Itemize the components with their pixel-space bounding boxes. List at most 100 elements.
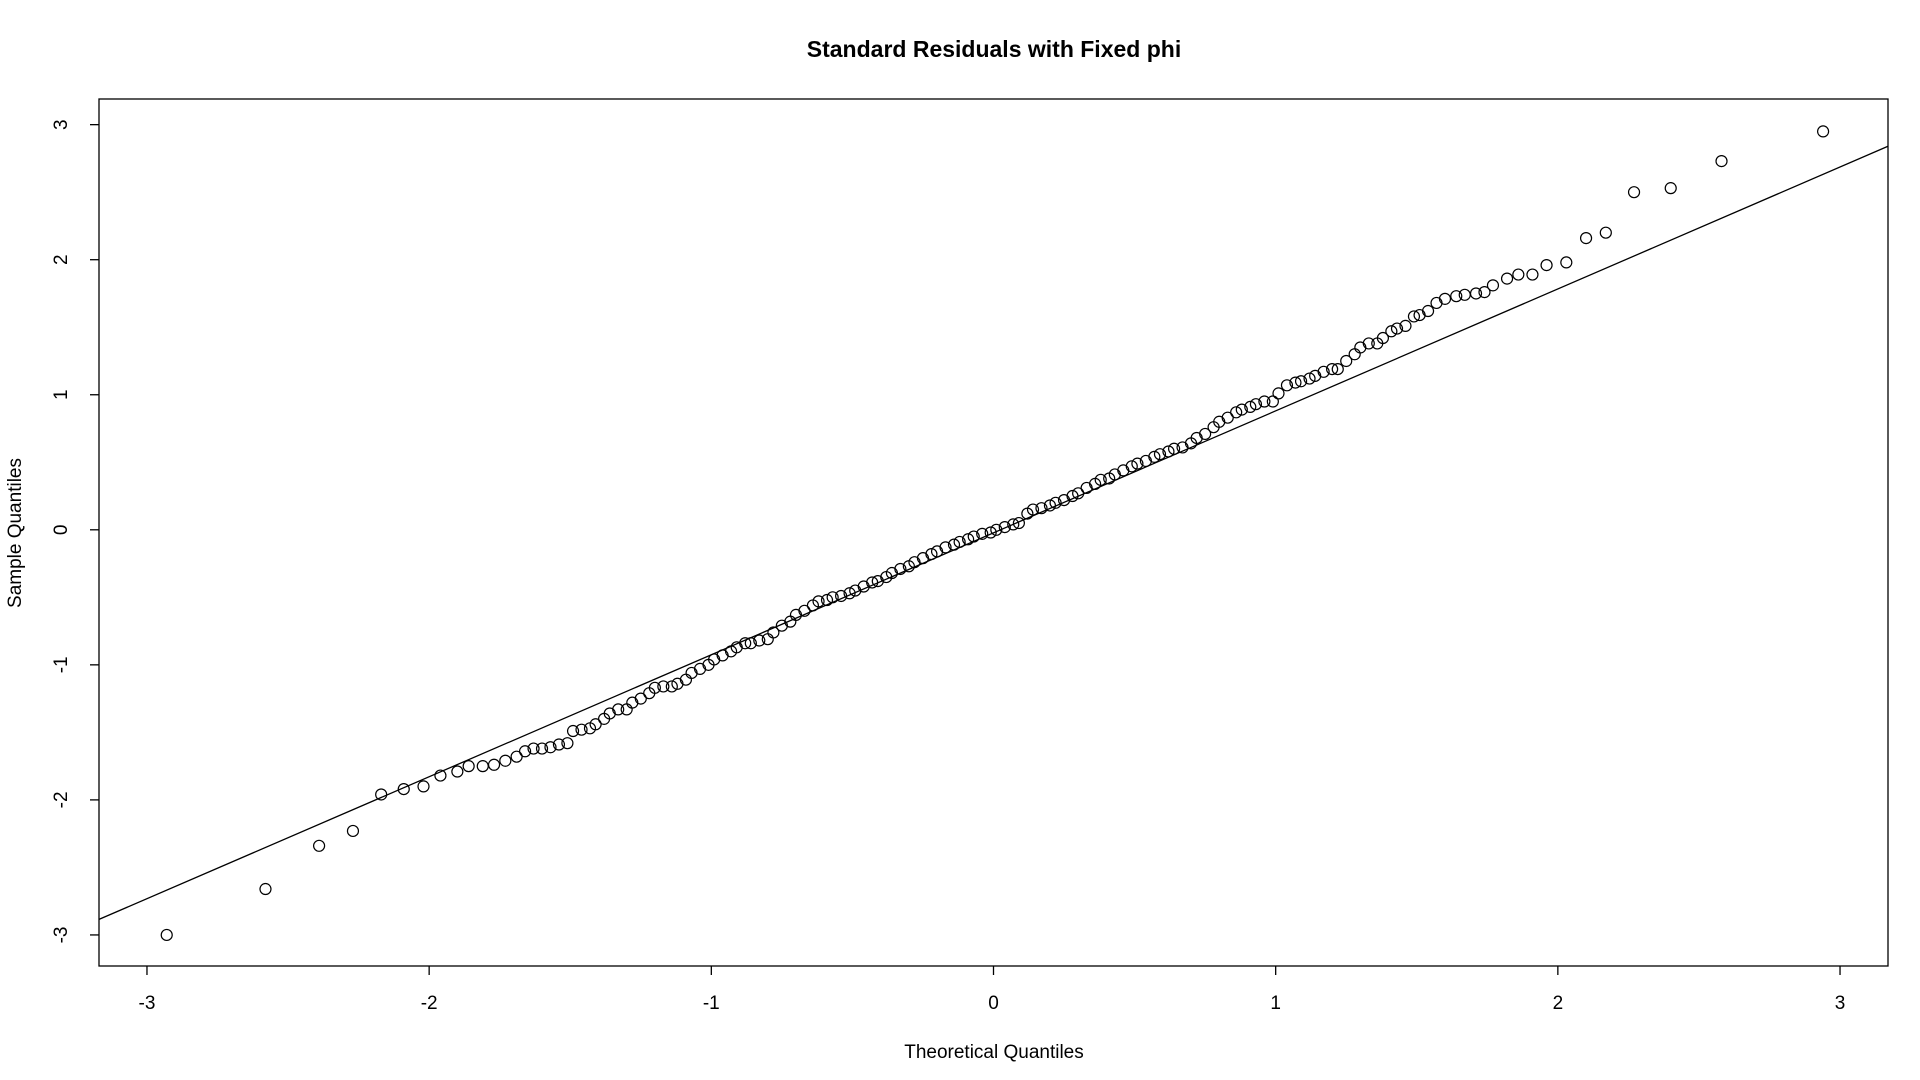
point xyxy=(620,703,633,716)
point xyxy=(953,535,966,549)
point xyxy=(1348,348,1361,361)
y-tick-label: 1 xyxy=(51,389,72,400)
point xyxy=(1043,499,1057,512)
point xyxy=(967,530,980,543)
point xyxy=(1080,481,1093,495)
point xyxy=(487,758,501,771)
point xyxy=(1500,272,1514,285)
point xyxy=(1399,319,1412,332)
x-tick-label: -2 xyxy=(421,993,438,1014)
point xyxy=(939,541,952,554)
point xyxy=(716,649,729,662)
point xyxy=(535,742,549,755)
point xyxy=(1162,445,1175,458)
point xyxy=(835,589,848,603)
point xyxy=(1221,411,1234,424)
point xyxy=(894,562,907,576)
point xyxy=(843,587,856,600)
point xyxy=(626,696,639,709)
point xyxy=(575,723,588,736)
point xyxy=(160,928,173,942)
point xyxy=(1599,226,1612,239)
point xyxy=(866,576,879,589)
y-tick-label: -2 xyxy=(51,791,72,808)
point xyxy=(1478,286,1491,299)
point xyxy=(820,593,834,607)
point xyxy=(566,724,580,738)
point xyxy=(1715,155,1728,168)
point xyxy=(589,718,602,731)
point xyxy=(1376,331,1390,345)
reference-line xyxy=(98,145,1889,921)
point xyxy=(753,634,766,647)
point xyxy=(693,662,707,675)
x-tick-label: 0 xyxy=(988,993,999,1014)
point xyxy=(346,824,360,838)
point xyxy=(1294,375,1308,388)
point xyxy=(397,782,410,796)
chart-title: Standard Residuals with Fixed phi xyxy=(807,36,1181,62)
point xyxy=(665,680,678,693)
x-tick-label: -3 xyxy=(139,993,156,1014)
point xyxy=(1026,503,1040,516)
point xyxy=(312,839,326,852)
point xyxy=(1125,460,1138,473)
point xyxy=(761,633,774,646)
point xyxy=(259,882,272,896)
y-tick-label: -1 xyxy=(51,656,72,673)
point xyxy=(1153,448,1167,461)
point xyxy=(1385,325,1398,338)
x-tick-label: 2 xyxy=(1553,993,1564,1014)
point xyxy=(984,526,997,539)
point xyxy=(1469,287,1483,300)
point xyxy=(744,637,757,650)
point xyxy=(1230,406,1243,419)
point xyxy=(1421,304,1435,318)
point xyxy=(510,750,523,763)
point xyxy=(1148,450,1161,463)
x-tick-label: 1 xyxy=(1270,993,1281,1014)
point xyxy=(1249,398,1263,411)
point xyxy=(1816,125,1830,138)
point xyxy=(1167,442,1181,455)
point xyxy=(1266,395,1279,408)
point xyxy=(1244,400,1257,414)
point xyxy=(561,737,574,750)
point xyxy=(1326,362,1339,376)
point xyxy=(812,595,825,608)
point xyxy=(1450,290,1463,303)
point xyxy=(1331,362,1344,376)
point xyxy=(925,548,938,561)
point xyxy=(1430,296,1443,310)
point xyxy=(375,788,388,801)
point xyxy=(1354,341,1367,354)
point xyxy=(417,780,430,793)
point xyxy=(1560,256,1573,269)
point xyxy=(1526,268,1539,281)
point xyxy=(1362,337,1375,350)
point xyxy=(1235,403,1248,416)
point xyxy=(685,666,698,680)
point xyxy=(857,580,870,593)
point xyxy=(1066,489,1079,503)
point xyxy=(962,533,975,546)
point xyxy=(1072,487,1085,500)
point xyxy=(1627,186,1641,199)
point xyxy=(947,538,961,551)
point xyxy=(1094,473,1107,486)
point xyxy=(767,626,780,639)
point xyxy=(1049,496,1062,509)
point xyxy=(612,703,625,716)
point xyxy=(527,742,540,755)
point xyxy=(1117,464,1130,477)
point xyxy=(1664,182,1677,195)
point xyxy=(462,760,475,773)
point xyxy=(739,637,752,650)
x-tick-label: -1 xyxy=(703,993,720,1014)
point xyxy=(648,681,661,694)
y-tick-label: 3 xyxy=(51,119,72,130)
point xyxy=(1131,457,1144,470)
point xyxy=(1258,395,1271,408)
point xyxy=(499,754,512,767)
